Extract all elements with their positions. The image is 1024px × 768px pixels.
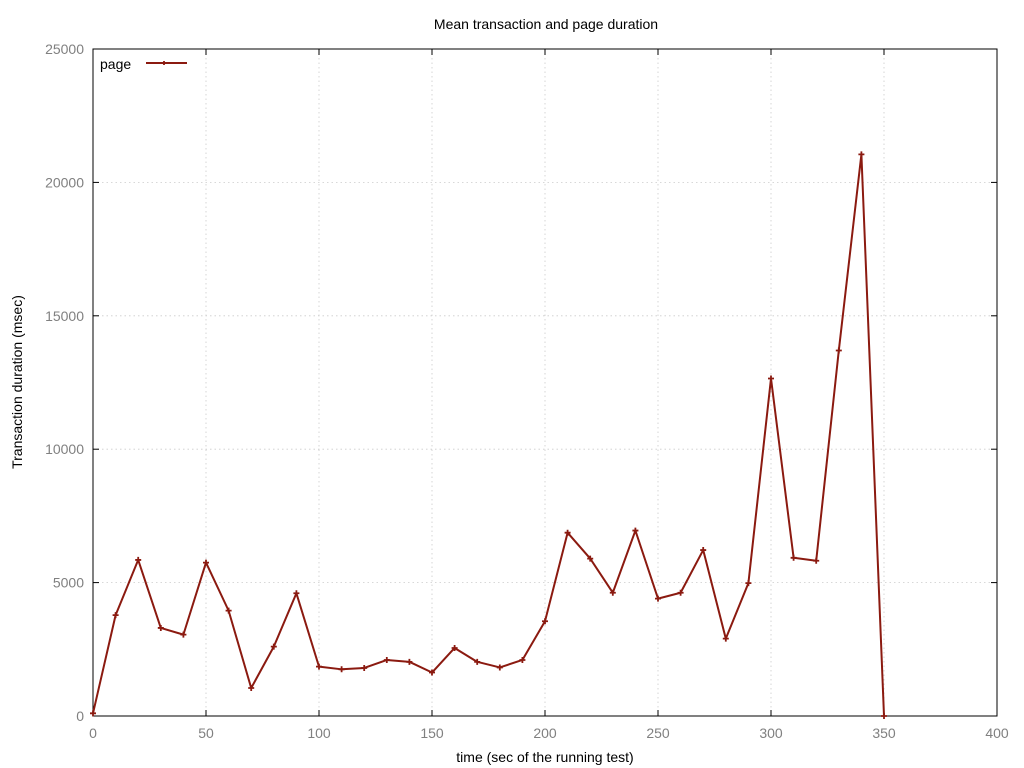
data-point xyxy=(203,559,209,566)
x-tick-label: 300 xyxy=(759,725,783,741)
y-tick-label: 10000 xyxy=(45,441,84,457)
data-point xyxy=(858,151,865,158)
data-point xyxy=(451,644,458,651)
y-axis-label: Transaction duration (msec) xyxy=(9,295,25,469)
series-layer xyxy=(90,151,887,719)
data-point xyxy=(316,663,322,670)
x-tick-label: 350 xyxy=(872,725,896,741)
chart-title: Mean transaction and page duration xyxy=(434,16,658,32)
legend-label-page: page xyxy=(100,56,131,72)
data-point xyxy=(700,547,707,554)
grid xyxy=(93,49,997,716)
data-point xyxy=(248,684,255,691)
x-tick-label: 400 xyxy=(985,725,1009,741)
data-point xyxy=(881,713,887,719)
data-point xyxy=(587,555,594,562)
x-tick-label: 100 xyxy=(307,725,331,741)
data-point xyxy=(768,375,774,382)
data-point xyxy=(157,624,164,631)
x-tick-label: 250 xyxy=(646,725,670,741)
data-point xyxy=(519,656,526,663)
data-point xyxy=(112,612,119,619)
tick-labels: 0 50 100 150 200 250 300 350 400 0 5000 10000 15000 2… xyxy=(45,41,1009,741)
data-point xyxy=(542,618,548,625)
y-tick-label: 5000 xyxy=(53,575,84,591)
y-tick-label: 0 xyxy=(76,708,84,724)
data-point xyxy=(361,664,368,671)
legend-marker-page xyxy=(162,61,166,65)
series-line-page xyxy=(92,153,885,717)
data-point xyxy=(135,556,142,563)
x-tick-label: 200 xyxy=(533,725,557,741)
axes xyxy=(92,48,998,717)
data-point xyxy=(632,527,639,534)
data-point xyxy=(429,669,435,676)
data-point xyxy=(677,589,684,596)
x-tick-label: 0 xyxy=(89,725,97,741)
data-point xyxy=(496,664,503,671)
data-point xyxy=(406,658,413,665)
data-point xyxy=(270,643,277,650)
data-point xyxy=(655,595,661,602)
data-point xyxy=(564,529,571,536)
data-point xyxy=(745,580,752,587)
data-point xyxy=(293,590,300,597)
x-tick-label: 150 xyxy=(420,725,444,741)
legend: page xyxy=(100,56,187,72)
y-tick-label: 15000 xyxy=(45,308,84,324)
data-point xyxy=(180,631,187,638)
data-point xyxy=(835,347,842,354)
y-tick-label: 25000 xyxy=(45,41,84,57)
data-point xyxy=(383,656,390,663)
data-point xyxy=(90,710,96,717)
y-tick-label: 20000 xyxy=(45,174,84,190)
data-point xyxy=(609,589,616,596)
data-point xyxy=(790,554,797,561)
data-point xyxy=(225,607,232,614)
data-point xyxy=(338,666,345,673)
x-tick-label: 50 xyxy=(198,725,214,741)
data-point xyxy=(813,557,820,564)
data-point xyxy=(474,658,481,665)
data-point xyxy=(722,635,729,642)
x-axis-label: time (sec of the running test) xyxy=(456,749,633,765)
